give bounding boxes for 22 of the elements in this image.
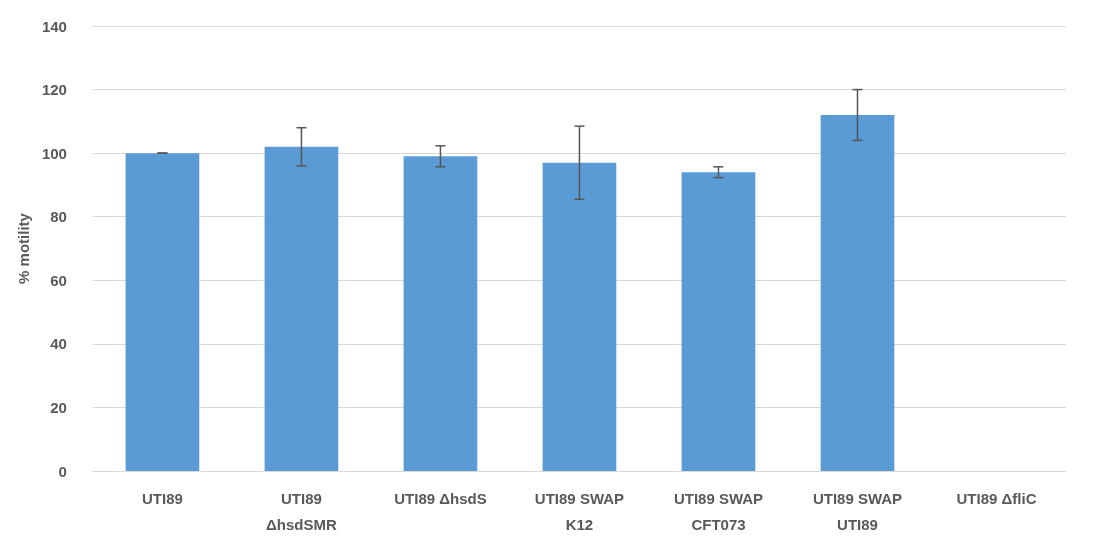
bar: [681, 172, 756, 471]
x-tick-label: UTI89 ΔhsdS: [394, 489, 487, 507]
y-tick-label: 140: [41, 17, 67, 35]
bar: [403, 156, 478, 471]
x-tick-label: UTI89 SWAP CFT073: [673, 489, 764, 533]
y-tick-label: 120: [41, 81, 67, 99]
y-tick-label: 40: [50, 335, 67, 353]
y-tick-label: 60: [50, 271, 67, 289]
x-tick-label: UTI89 ΔfliC: [956, 489, 1037, 507]
y-axis-title: % motility: [15, 212, 32, 284]
x-tick-label: UTI89 SWAP UTI89: [812, 489, 903, 533]
x-tick-label: UTI89 SWAP K12: [534, 489, 625, 533]
x-tick-label: UTI89 ΔhsdSMR: [266, 489, 337, 533]
bar: [542, 162, 617, 471]
y-tick-label: 100: [41, 144, 67, 162]
y-tick-label: 0: [58, 462, 67, 480]
bar: [820, 115, 895, 471]
bar: [264, 146, 339, 471]
y-tick-label: 80: [50, 208, 67, 226]
bar: [125, 153, 200, 471]
x-tick-label: UTI89: [142, 489, 183, 507]
y-tick-label: 20: [50, 398, 67, 416]
